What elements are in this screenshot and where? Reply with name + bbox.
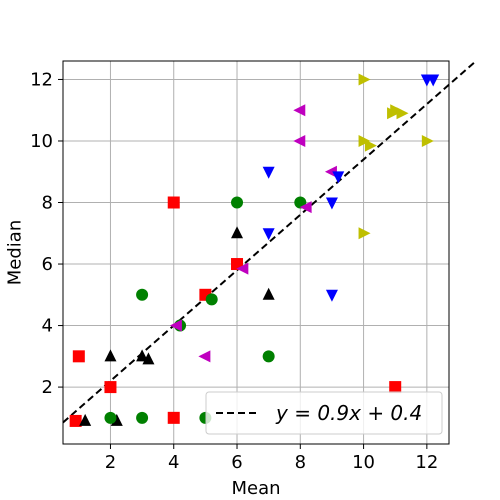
- data-point-triangle-up: [79, 413, 92, 426]
- y-tick-label: 12: [30, 69, 53, 90]
- fit-line-layer: [62, 60, 477, 424]
- data-point-triangle-right: [396, 107, 409, 120]
- legend-label-prefix: y =: [275, 401, 317, 425]
- y-axis-label: Median: [4, 220, 25, 285]
- data-point-triangle-down: [262, 228, 275, 241]
- data-point-square: [167, 196, 180, 209]
- x-tick-label: 10: [352, 452, 375, 473]
- data-point-triangle-up: [136, 349, 149, 362]
- legend: y = 0.9x + 0.4: [205, 391, 443, 435]
- y-tick-label: 10: [30, 131, 53, 152]
- data-point-triangle-up: [231, 226, 244, 239]
- legend-label-expr: 0.9x + 0.4: [317, 401, 422, 425]
- data-point-square: [167, 411, 180, 424]
- data-point-circle: [205, 293, 218, 306]
- data-point-triangle-down: [325, 197, 338, 210]
- x-tick-label: 2: [105, 452, 116, 473]
- data-point-triangle-up: [104, 349, 117, 362]
- fit-line: [62, 60, 477, 424]
- data-point-triangle-left: [236, 262, 249, 275]
- data-point-triangle-down: [427, 74, 440, 87]
- legend-box: [205, 391, 443, 435]
- data-point-circle: [136, 411, 149, 424]
- data-point-triangle-left: [299, 201, 312, 214]
- x-axis-label: Mean: [231, 478, 280, 499]
- plot-frame: [62, 60, 450, 445]
- data-point-triangle-right: [358, 134, 371, 147]
- data-point-triangle-down: [332, 171, 345, 184]
- data-point-circle: [231, 196, 244, 209]
- y-tick-label: 2: [42, 377, 53, 398]
- y-tick-label: 6: [42, 254, 53, 275]
- x-tick-label: 6: [231, 452, 242, 473]
- data-point-triangle-up: [110, 413, 123, 426]
- data-points: [69, 73, 440, 427]
- data-point-triangle-right: [390, 104, 403, 117]
- data-point-triangle-left: [198, 350, 211, 363]
- data-point-triangle-down: [262, 166, 275, 179]
- data-point-circle: [262, 350, 275, 363]
- data-point-triangle-up: [262, 287, 275, 300]
- data-point-triangle-left: [293, 134, 306, 147]
- data-point-triangle-left: [324, 165, 337, 178]
- series-triangle-up: [79, 226, 275, 426]
- data-point-triangle-up: [142, 352, 155, 365]
- data-point-square: [69, 414, 82, 427]
- y-tick-label: 8: [42, 193, 53, 214]
- data-point-triangle-right: [358, 227, 371, 240]
- data-point-triangle-right: [421, 134, 434, 147]
- x-tick-label: 4: [168, 452, 179, 473]
- axis-ticks: 2 4 6 8 10 12 2 4 6 8 10 12: [30, 69, 438, 473]
- data-point-square: [104, 381, 117, 394]
- data-point-triangle-right: [364, 139, 377, 152]
- legend-fit-line-label: y = 0.9x + 0.4: [275, 401, 422, 425]
- series-triangle-left: [169, 104, 337, 363]
- series-circle: [104, 196, 307, 424]
- y-tick-label: 4: [42, 316, 53, 337]
- data-point-circle: [136, 288, 149, 301]
- grid-lines: [63, 61, 449, 444]
- data-point-triangle-left: [169, 319, 182, 332]
- x-tick-label: 8: [295, 452, 306, 473]
- data-point-triangle-down: [325, 289, 338, 302]
- series-triangle-down: [262, 74, 440, 302]
- data-point-square: [389, 381, 402, 394]
- data-point-square: [72, 350, 85, 363]
- series-triangle-right: [358, 73, 434, 240]
- data-point-triangle-left: [293, 104, 306, 117]
- data-point-triangle-right: [358, 73, 371, 86]
- data-point-circle: [104, 411, 117, 424]
- x-tick-label: 12: [415, 452, 438, 473]
